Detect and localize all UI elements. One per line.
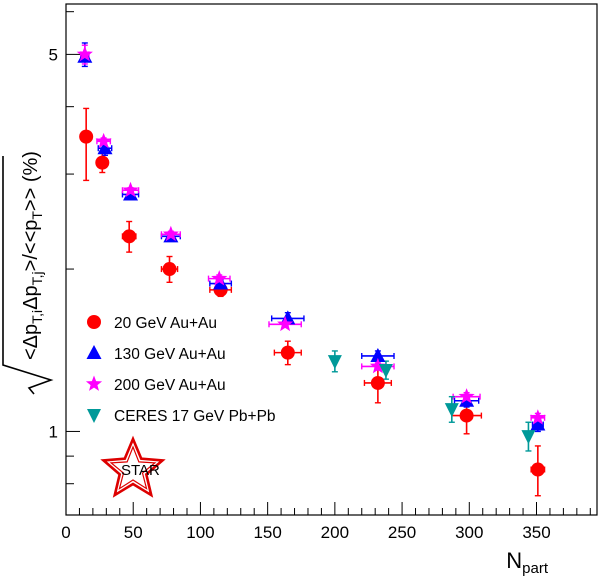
- point-s2-p4: [211, 270, 228, 286]
- legend-label-2: 200 GeV Au+Au: [114, 377, 226, 394]
- error-bars: [80, 42, 546, 497]
- point-s0-p8: [530, 462, 545, 477]
- legend-label-1: 130 GeV Au+Au: [114, 346, 226, 363]
- logo-star-outer: [100, 435, 166, 498]
- x-tick-label-300: 300: [455, 523, 483, 542]
- y-axis-title-3: Δp: [20, 285, 42, 309]
- logo-star-inner: [109, 445, 157, 490]
- star-logo: STAR: [100, 435, 166, 498]
- y-axis-title-6: T: [29, 211, 45, 220]
- point-s2-p3: [162, 225, 179, 242]
- x-tick-label-150: 150: [253, 523, 281, 542]
- x-axis-title-sub: part: [522, 560, 549, 577]
- point-s0-p2: [122, 229, 137, 244]
- point-s0-p5: [280, 345, 295, 360]
- y-axis-title-1: <Δp: [20, 324, 42, 360]
- legend-marker-1: [86, 345, 102, 359]
- legend-marker-2: [85, 375, 103, 391]
- x-tick-label-250: 250: [388, 523, 416, 542]
- point-s0-p7: [459, 408, 474, 423]
- point-s3-p1: [378, 363, 393, 378]
- point-s2-p5: [277, 315, 294, 332]
- y-axis-title-2: T,i: [29, 310, 45, 324]
- point-s2-p2: [122, 181, 139, 198]
- x-axis-title: Npart: [506, 548, 549, 577]
- point-s2-p8: [529, 409, 546, 425]
- x-tick-label-200: 200: [321, 523, 349, 542]
- x-tick-label-50: 50: [124, 523, 143, 542]
- point-s2-p7: [458, 388, 475, 404]
- point-s2-p6: [369, 357, 386, 374]
- point-s0-p3: [162, 262, 177, 277]
- point-s2-p0: [76, 45, 93, 62]
- x-tick-label-350: 350: [522, 523, 550, 542]
- point-s1-p6: [370, 347, 386, 362]
- svg-text:<ΔpT,iΔpT,j>/<<pT>> (%): <ΔpT,iΔpT,j>/<<pT>> (%): [20, 151, 45, 360]
- point-s3-p0: [327, 355, 342, 370]
- point-s0-p0: [79, 129, 94, 144]
- point-s1-p8: [530, 416, 546, 431]
- point-s0-p6: [370, 375, 385, 390]
- point-s1-p1: [97, 140, 113, 155]
- point-s2-p1: [95, 132, 112, 149]
- y-axis-title-7: >> (%): [20, 151, 42, 211]
- sqrt-symbol: [2, 156, 54, 395]
- legend: 20 GeV Au+Au 130 GeV Au+Au 200 GeV Au+Au CE…: [85, 315, 276, 425]
- legend-marker-0: [87, 315, 101, 329]
- data-markers: [76, 45, 546, 477]
- error-bar-s0-p0: [83, 107, 90, 182]
- logo-text: STAR: [121, 462, 160, 479]
- y-tick-label-1: 1: [49, 422, 58, 441]
- y-axis-title-5: >/<<p: [20, 220, 42, 272]
- point-s3-p3: [521, 430, 536, 445]
- legend-label-0: 20 GeV Au+Au: [114, 315, 217, 332]
- y-axis-title-4: T,j: [29, 271, 45, 285]
- axis-ticks: [65, 11, 591, 516]
- x-tick-label-0: 0: [61, 523, 70, 542]
- y-tick-labels: 15: [49, 45, 58, 441]
- x-axis-title-main: N: [506, 548, 522, 573]
- x-tick-labels: 0 50 100 150 200 250 300 350: [61, 523, 550, 542]
- point-s0-p1: [95, 155, 110, 170]
- plot-frame: [65, 3, 598, 516]
- legend-marker-3: [87, 409, 101, 423]
- y-axis-title: <ΔpT,iΔpT,j>/<<pT>> (%): [2, 151, 54, 395]
- y-tick-label-5: 5: [49, 45, 58, 64]
- x-tick-label-100: 100: [186, 523, 214, 542]
- point-s3-p2: [444, 403, 459, 418]
- legend-label-3: CERES 17 GeV Pb+Pb: [114, 408, 276, 425]
